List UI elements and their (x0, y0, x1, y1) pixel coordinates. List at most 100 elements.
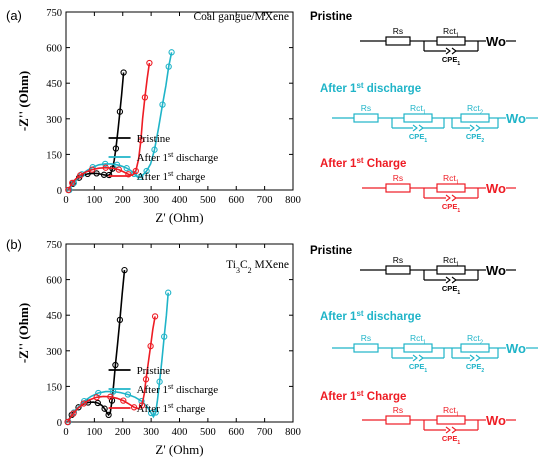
text-part: C (240, 259, 248, 271)
resistor-rct1 (436, 265, 466, 275)
text-part: charge (173, 403, 205, 415)
text-part: st (356, 389, 363, 398)
text-part: 1 (456, 412, 460, 418)
text-part: st (356, 81, 363, 90)
resistor-rct1-label: Rct1 (410, 333, 427, 346)
x-tick-label: 600 (228, 427, 244, 438)
resistor-rct1-label: Rct1 (443, 26, 460, 39)
data-point (93, 394, 100, 401)
resistor-rs-label: Rs (361, 333, 371, 343)
text-part: Wo (486, 263, 506, 278)
text-part: 1 (456, 180, 460, 186)
text-part: E (419, 132, 424, 141)
data-point (146, 59, 153, 67)
warburg-element: Wo (486, 413, 506, 428)
y-tick-label: 300 (46, 347, 62, 358)
text-part: Charge (364, 158, 407, 170)
cpe-element-1-label: CPE1 (442, 284, 460, 296)
resistor-rct1-label: Rct1 (410, 103, 427, 116)
text-part: Rs (361, 333, 371, 343)
text-part: 1 (350, 158, 357, 170)
data-point (105, 171, 113, 179)
text-part: t (477, 333, 480, 343)
text-part: Wo (506, 111, 526, 126)
text-part: Rc (443, 173, 454, 183)
text-part: 1 (163, 403, 169, 415)
cpe-element-1-label: CPE1 (442, 202, 460, 214)
series-line (68, 72, 125, 191)
data-point (121, 266, 128, 274)
x-axis-label: Z' (Ohm) (155, 442, 203, 457)
data-point (120, 69, 127, 76)
resistor-rct1 (436, 183, 466, 193)
x-tick-label: 400 (172, 195, 188, 206)
text-part: After (320, 83, 350, 95)
y-tick-label: 600 (46, 276, 62, 287)
text-part: Rs (361, 103, 371, 113)
data-point (64, 418, 71, 426)
x-tick-label: 500 (200, 427, 216, 438)
x-tick-label: 200 (115, 195, 131, 206)
data-point (112, 361, 119, 369)
text-part: Rc (443, 26, 454, 36)
text-part: CP (409, 132, 419, 141)
series-1 (65, 69, 127, 194)
text-part: CP (466, 132, 476, 141)
legend-entry: After 1st charge (137, 169, 206, 184)
text-part: E (476, 132, 481, 141)
y-tick-label: 600 (46, 44, 62, 55)
legend-entry: After 1st discharge (137, 382, 219, 397)
text-part: Rs (393, 173, 403, 183)
text-part: After (137, 384, 163, 396)
data-point (94, 399, 101, 407)
text-part: CP (442, 434, 452, 443)
text-part: Wo (486, 413, 506, 428)
x-tick-label: 600 (228, 195, 244, 206)
resistor-rct2-label: Rct2 (467, 103, 484, 116)
data-point (105, 411, 112, 419)
text-part: 2 (481, 138, 484, 144)
series-1 (64, 266, 128, 426)
data-point (142, 376, 150, 383)
resistor-rs-label: Rs (393, 405, 403, 415)
text-part: Rs (393, 26, 403, 36)
text-part: discharge (364, 311, 422, 323)
x-tick-label: 800 (285, 195, 301, 206)
resistor-rs (353, 113, 379, 123)
resistor-rs (385, 265, 411, 275)
text-part: st (356, 309, 363, 318)
cpe-element-1 (445, 426, 457, 434)
text-part: After (320, 391, 350, 403)
data-point (93, 170, 100, 177)
x-tick-label: 700 (257, 427, 273, 438)
x-tick-label: 100 (87, 195, 103, 206)
text-part: 1 (163, 384, 169, 396)
y-tick-label: 750 (46, 240, 62, 251)
x-tick-label: 700 (257, 195, 273, 206)
x-tick-label: 800 (285, 427, 301, 438)
legend-entry: Pristine (137, 133, 171, 145)
text-part: Wo (506, 341, 526, 356)
text-part: After (137, 152, 163, 164)
data-point (159, 101, 166, 108)
text-part: 1 (456, 33, 460, 39)
cpe-element-2 (469, 124, 481, 132)
text-part: CP (442, 55, 452, 64)
text-part: After (137, 171, 163, 183)
legend-entry: Pristine (137, 365, 171, 377)
series-line (67, 316, 156, 423)
series-2 (65, 289, 172, 426)
x-tick-label: 400 (172, 427, 188, 438)
cpe-element-1-label: CPE1 (442, 55, 460, 67)
x-tick-label: 200 (115, 427, 131, 438)
data-point (120, 397, 127, 404)
y-axis-label: -Z'' (Ohm) (16, 303, 31, 363)
data-point (70, 410, 77, 417)
text-part: 1 (163, 171, 169, 183)
text-part: 1 (457, 61, 460, 67)
